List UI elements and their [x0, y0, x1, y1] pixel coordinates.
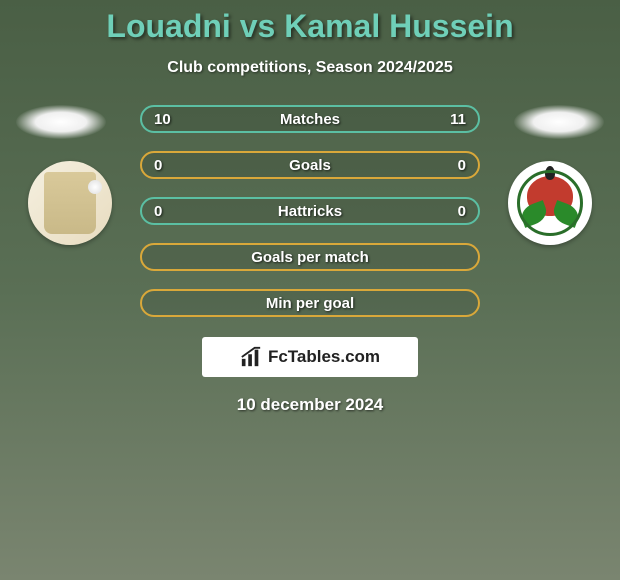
stat-pill-stack: 10 Matches 11 0 Goals 0 0 Hattricks 0 Go…	[140, 105, 480, 317]
comparison-arena: 10 Matches 11 0 Goals 0 0 Hattricks 0 Go…	[0, 105, 620, 317]
stat-row: Min per goal	[140, 289, 480, 317]
spotlight-left	[16, 105, 106, 139]
stat-label: Matches	[280, 111, 340, 128]
stat-right-value: 11	[450, 111, 466, 128]
subtitle: Club competitions, Season 2024/2025	[0, 59, 620, 77]
stat-row: Goals per match	[140, 243, 480, 271]
stat-right-value: 0	[458, 203, 466, 220]
crest-right-icon	[517, 170, 583, 236]
stat-row: 0 Hattricks 0	[140, 197, 480, 225]
stat-row: 0 Goals 0	[140, 151, 480, 179]
stat-left-value: 10	[154, 111, 171, 128]
brand-text: FcTables.com	[268, 347, 380, 367]
date-text: 10 december 2024	[0, 395, 620, 415]
player-badge-right	[508, 161, 592, 245]
spotlight-right	[514, 105, 604, 139]
stat-left-value: 0	[154, 157, 162, 174]
bar-chart-icon	[240, 346, 262, 368]
stat-right-value: 0	[458, 157, 466, 174]
player-badge-left	[28, 161, 112, 245]
brand-badge: FcTables.com	[202, 337, 418, 377]
stat-left-value: 0	[154, 203, 162, 220]
stat-label: Min per goal	[266, 295, 354, 312]
crest-left-icon	[44, 172, 96, 234]
stat-label: Goals	[289, 157, 331, 174]
stat-label: Hattricks	[278, 203, 342, 220]
page-title: Louadni vs Kamal Hussein	[0, 0, 620, 45]
stat-label: Goals per match	[251, 249, 369, 266]
stat-row: 10 Matches 11	[140, 105, 480, 133]
